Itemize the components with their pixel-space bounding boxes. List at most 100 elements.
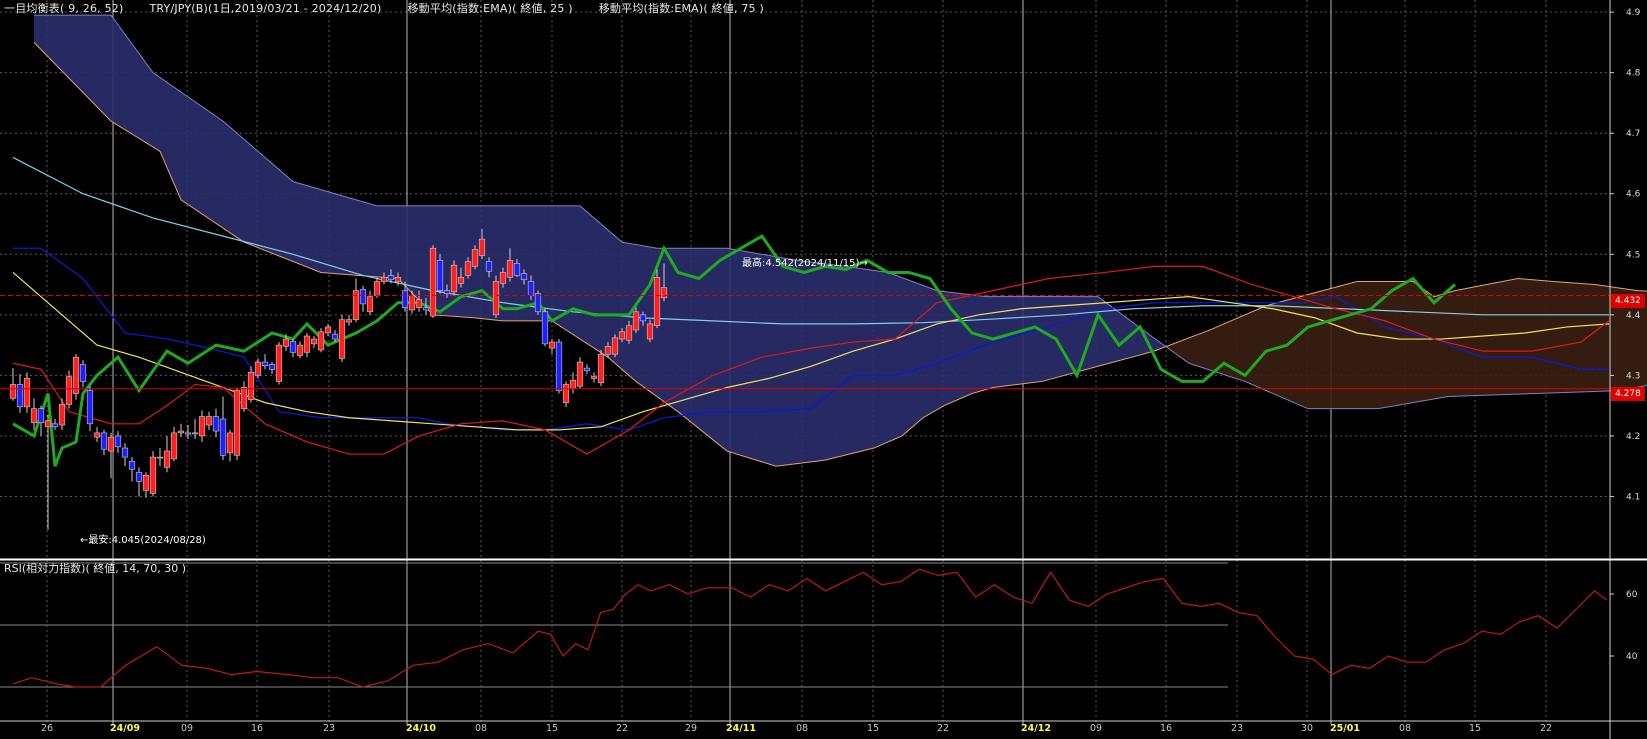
candle-down (583, 367, 591, 371)
candle-up (275, 344, 283, 382)
candle-down (212, 416, 220, 432)
candle-up (632, 311, 640, 331)
candle-up (65, 376, 73, 405)
candle-up (366, 296, 374, 313)
ema75-label: 移動平均(指数:EMA)( 終値, 75 ) (598, 2, 764, 15)
y-tick-label: 4.9 (1626, 8, 1641, 18)
candle-up (191, 432, 199, 435)
candle-up (226, 432, 234, 454)
tenkan-line (12, 265, 1610, 455)
candle-up (548, 341, 556, 349)
candle-up (394, 276, 402, 282)
x-tick-label: 08 (1399, 723, 1411, 734)
y-tick-label: 4.5 (1626, 250, 1640, 260)
candle-up (310, 338, 318, 345)
y-tick-label: 4.7 (1626, 129, 1640, 139)
price-tag-upper: 4.432 (1611, 294, 1645, 308)
candle-down (128, 461, 136, 470)
candle-up (618, 331, 626, 340)
candle-up (576, 361, 584, 387)
candle-down (401, 290, 409, 308)
candle-up (58, 404, 66, 426)
candle-up (653, 276, 661, 327)
x-tick-label: 24/12 (1021, 723, 1051, 734)
candle-up (499, 272, 507, 284)
x-tick-label: 24/11 (726, 723, 756, 734)
candle-down (268, 364, 276, 370)
low-annotation: ←最安:4.045(2024/08/28) (80, 535, 206, 546)
cloud-bull (1168, 278, 1647, 409)
x-tick-label: 26 (41, 723, 53, 734)
candle-down (86, 390, 94, 425)
ema75-line (12, 156, 1609, 325)
candle-up (205, 416, 213, 426)
candle-down (289, 341, 297, 353)
y-tick-label: 4.2 (1626, 432, 1640, 442)
price-reference-lines (0, 294, 1610, 390)
candle-up (506, 260, 514, 278)
high-annotation: 最高:4.542(2024/11/15)→ (742, 258, 868, 269)
candle-down (527, 281, 535, 296)
candle-up (429, 247, 437, 317)
span_b-line (34, 14, 1647, 410)
candle-up (240, 387, 248, 409)
candle-down (121, 447, 129, 458)
candle-down (184, 432, 192, 435)
candle-down (436, 260, 444, 291)
candle-down (520, 273, 528, 281)
candle-down (639, 314, 647, 322)
candle-down (37, 408, 45, 423)
candle-down (261, 361, 269, 366)
candle-up (625, 325, 633, 341)
candle-up (44, 420, 52, 428)
y-tick-label: 4.8 (1626, 69, 1641, 79)
candle-down (114, 435, 122, 448)
candle-up (345, 319, 353, 323)
ichimoku-cloud (34, 15, 1647, 467)
x-tick-label: 08 (475, 723, 487, 734)
candle-up (107, 436, 115, 452)
candle-up (93, 432, 101, 438)
ichimoku-label: 一目均衡表( 9, 26, 52) (4, 2, 124, 15)
candle-up (450, 264, 458, 293)
indicator-lines (12, 14, 1647, 467)
candle-up (492, 281, 500, 316)
candle-up (660, 287, 668, 299)
candle-up (408, 295, 416, 311)
candle-up (478, 238, 486, 256)
candle-down (79, 364, 87, 382)
x-tick-label: 16 (251, 723, 263, 734)
candle-down (422, 307, 430, 311)
ema25-line (12, 271, 1610, 431)
symbol-label: TRY/JPY(B)(1日,2019/03/21 - 2024/12/20) (149, 2, 382, 15)
candle-up (373, 281, 381, 296)
y-tick-label: 4.3 (1626, 371, 1640, 381)
candle-down (100, 432, 108, 450)
x-tick-label: 23 (323, 723, 335, 734)
candle-down (534, 293, 542, 313)
candle-up (611, 337, 619, 355)
rsi-line (12, 568, 1608, 688)
candlesticks (9, 228, 668, 530)
x-tick-label: 24/09 (110, 723, 140, 734)
candle-up (471, 249, 479, 267)
candle-up (296, 344, 304, 356)
x-tick-label: 08 (796, 723, 808, 734)
candle-up (30, 408, 38, 423)
candle-up (233, 390, 241, 456)
candle-down (331, 333, 339, 340)
x-tick-label: 24/10 (406, 723, 436, 734)
candle-down (16, 384, 24, 408)
candle-up (415, 299, 423, 308)
candle-up (23, 378, 31, 408)
rsi-tick-label: 40 (1626, 652, 1638, 662)
candle-up (163, 450, 171, 468)
candle-down (555, 341, 563, 391)
candle-down (541, 311, 549, 345)
x-tick-label: 15 (546, 723, 558, 734)
x-tick-label: 25/01 (1330, 723, 1360, 734)
candle-up (464, 261, 472, 276)
x-tick-label: 30 (1301, 723, 1313, 734)
